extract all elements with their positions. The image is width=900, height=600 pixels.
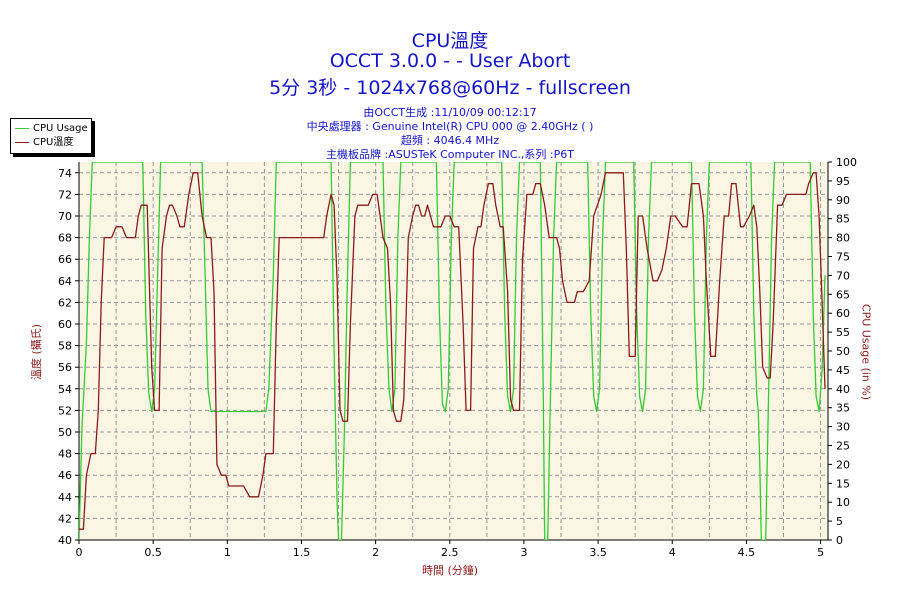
x-axis-title: 時間 (分鐘) xyxy=(421,564,479,577)
y-right-tick-label: 70 xyxy=(836,269,850,282)
info-generated: 由OCCT生成 :11/10/09 00:12:17 xyxy=(363,106,537,119)
y-right-axis-title: CPU Usage (in %) xyxy=(859,303,873,401)
x-tick-label: 2.5 xyxy=(441,546,459,559)
y-right-tick-label: 5 xyxy=(836,515,843,528)
x-tick-label: 2 xyxy=(372,546,379,559)
y-right-tick-label: 50 xyxy=(836,345,850,358)
y-left-tick-label: 72 xyxy=(58,188,72,201)
y-left-tick-label: 64 xyxy=(58,275,72,288)
x-tick-label: 1.5 xyxy=(293,546,311,559)
chart-title: CPU溫度 xyxy=(411,30,489,52)
legend-swatch-temp xyxy=(15,141,29,143)
y-left-tick-label: 62 xyxy=(58,296,72,309)
legend-label-usage: CPU Usage xyxy=(33,123,88,134)
y-left-tick-label: 42 xyxy=(58,512,72,525)
y-left-tick-label: 40 xyxy=(58,534,72,547)
chart-subtitle-2: 5分 3秒 - 1024x768@60Hz - fullscreen xyxy=(269,77,631,99)
x-tick-label: 1 xyxy=(224,546,231,559)
y-right-tick-label: 45 xyxy=(836,364,850,377)
y-left-tick-label: 56 xyxy=(58,361,72,374)
x-tick-label: 4 xyxy=(669,546,676,559)
chart-subtitle-1: OCCT 3.0.0 - - User Abort xyxy=(329,50,571,72)
x-tick-label: 5 xyxy=(817,546,824,559)
y-right-tick-label: 15 xyxy=(836,477,850,490)
y-left-tick-label: 52 xyxy=(58,404,72,417)
y-left-tick-label: 66 xyxy=(58,253,72,266)
y-right-tick-label: 85 xyxy=(836,213,850,226)
x-tick-label: 0.5 xyxy=(144,546,162,559)
y-right-tick-label: 65 xyxy=(836,288,850,301)
y-right-tick-label: 0 xyxy=(836,534,843,547)
series-line-cpu-temperature xyxy=(79,172,826,530)
y-right-tick-label: 10 xyxy=(836,496,850,509)
x-tick-label: 0 xyxy=(76,546,83,559)
legend-item-usage: CPU Usage xyxy=(15,122,88,136)
x-tick-label: 4.5 xyxy=(738,546,756,559)
chart-legend: CPU Usage CPU溫度 xyxy=(10,118,92,154)
legend-label-temp: CPU溫度 xyxy=(33,137,74,148)
info-motherboard: 主機板品牌 :ASUSTeK Computer INC.,系列 :P6T xyxy=(326,148,574,161)
y-left-tick-label: 48 xyxy=(58,448,72,461)
y-right-tick-label: 20 xyxy=(836,458,850,471)
y-left-tick-label: 54 xyxy=(58,383,72,396)
info-cpu: 中央處理器 : Genuine Intel(R) CPU 000 @ 2.40G… xyxy=(306,120,594,133)
x-tick-label: 3.5 xyxy=(589,546,607,559)
info-overclock: 超頻 : 4046.4 MHz xyxy=(400,134,500,147)
legend-swatch-usage xyxy=(15,127,29,129)
y-left-tick-label: 68 xyxy=(58,232,72,245)
y-right-tick-label: 75 xyxy=(836,251,850,264)
y-left-axis-title: 溫度 (攝氏) xyxy=(30,323,43,381)
y-right-tick-label: 80 xyxy=(836,232,850,245)
y-left-tick-label: 46 xyxy=(58,469,72,482)
y-right-tick-label: 55 xyxy=(836,326,850,339)
y-right-tick-label: 95 xyxy=(836,175,850,188)
y-right-tick-label: 30 xyxy=(836,421,850,434)
y-left-tick-label: 60 xyxy=(58,318,72,331)
y-right-tick-label: 25 xyxy=(836,440,850,453)
series-line-cpu-usage xyxy=(79,162,826,540)
y-right-tick-label: 90 xyxy=(836,194,850,207)
y-left-tick-label: 58 xyxy=(58,340,72,353)
x-tick-label: 3 xyxy=(520,546,527,559)
legend-item-temp: CPU溫度 xyxy=(15,136,73,150)
y-right-tick-label: 40 xyxy=(836,383,850,396)
y-left-tick-label: 70 xyxy=(58,210,72,223)
y-left-tick-label: 50 xyxy=(58,426,72,439)
y-right-tick-label: 35 xyxy=(836,402,850,415)
y-right-tick-label: 60 xyxy=(836,307,850,320)
y-left-tick-label: 44 xyxy=(58,491,72,504)
y-left-tick-label: 74 xyxy=(58,167,72,180)
y-right-tick-label: 100 xyxy=(836,156,857,169)
